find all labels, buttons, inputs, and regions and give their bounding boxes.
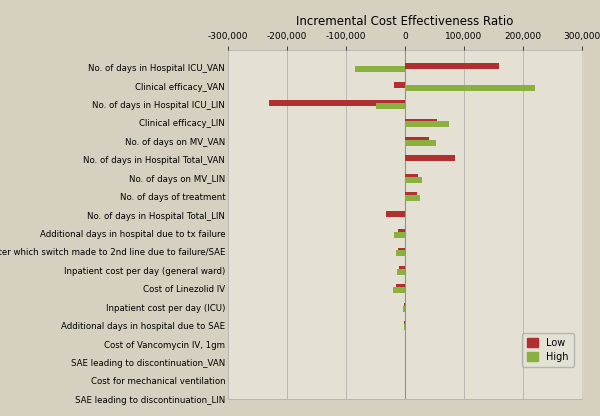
- Bar: [405, 84, 535, 91]
- Bar: [405, 119, 437, 124]
- Title: Incremental Cost Effectiveness Ratio: Incremental Cost Effectiveness Ratio: [296, 15, 514, 28]
- Bar: [405, 121, 449, 127]
- Bar: [404, 303, 405, 309]
- Bar: [398, 229, 405, 235]
- Bar: [405, 156, 455, 161]
- Bar: [405, 192, 417, 198]
- Bar: [405, 63, 499, 69]
- Bar: [405, 195, 421, 201]
- Bar: [394, 82, 405, 88]
- Bar: [394, 232, 405, 238]
- Bar: [386, 210, 405, 217]
- Bar: [376, 103, 405, 109]
- Bar: [399, 266, 405, 272]
- Bar: [355, 66, 405, 72]
- Bar: [405, 137, 428, 143]
- Legend: Low, High: Low, High: [522, 333, 574, 366]
- Bar: [393, 287, 405, 293]
- Bar: [398, 248, 405, 253]
- Bar: [405, 174, 418, 180]
- Bar: [405, 140, 436, 146]
- Bar: [395, 250, 405, 256]
- Bar: [405, 177, 422, 183]
- Bar: [403, 306, 405, 312]
- Bar: [269, 100, 405, 106]
- Bar: [397, 269, 405, 275]
- Bar: [404, 321, 405, 327]
- Bar: [404, 324, 405, 330]
- Bar: [396, 285, 405, 290]
